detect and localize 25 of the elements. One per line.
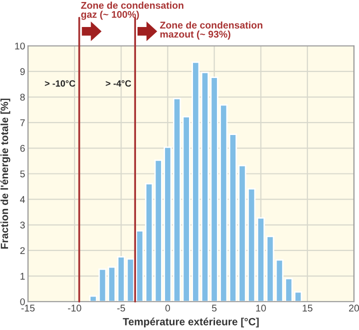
y-tick-label: 3 xyxy=(20,222,25,229)
y-tick-label: 4 xyxy=(20,196,25,203)
ref-line-label: > -10°C xyxy=(44,80,76,87)
y-axis-title: Fraction de l'énergie totale [%] xyxy=(0,98,10,249)
x-tick-label: -15 xyxy=(21,304,35,312)
y-tick-label: 2 xyxy=(20,247,25,254)
text: Zone de condensation mazout (~ 93%) xyxy=(160,21,262,40)
y-tick-label: 9 xyxy=(20,68,25,76)
text: Zone de condensation gaz (~ 100%) xyxy=(81,2,184,20)
x-tick-label: -10 xyxy=(68,304,82,312)
x-tick-label: 0 xyxy=(165,304,170,312)
y-tick-label: 6 xyxy=(20,144,25,152)
y-tick-label: 5 xyxy=(20,170,25,178)
x-tick-label: 10 xyxy=(256,304,266,312)
y-tick-label: 1 xyxy=(20,272,25,280)
x-axis-title: Température extérieure [°C] xyxy=(122,318,259,328)
x-tick-label: 20 xyxy=(349,304,359,312)
y-tick-label: 10 xyxy=(15,42,25,50)
x-tick-label: 15 xyxy=(302,304,312,312)
ref-line-label: > -4°C xyxy=(106,80,132,87)
y-tick-label: 7 xyxy=(20,119,25,126)
y-tick-label: 8 xyxy=(20,94,25,101)
x-tick-label: 5 xyxy=(212,304,217,312)
x-tick-label: -5 xyxy=(117,304,126,312)
y-tick-label: 0 xyxy=(20,298,25,306)
